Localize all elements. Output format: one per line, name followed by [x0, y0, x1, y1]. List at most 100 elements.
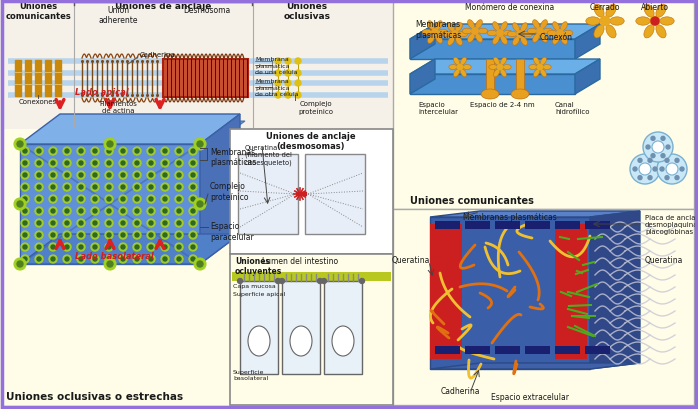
Circle shape	[14, 139, 26, 151]
Circle shape	[23, 209, 27, 213]
Circle shape	[135, 221, 139, 225]
Circle shape	[63, 220, 71, 227]
Ellipse shape	[656, 26, 666, 39]
Bar	[486, 60, 494, 95]
Circle shape	[91, 220, 99, 227]
Circle shape	[105, 148, 113, 155]
Text: Uniones
oclusivas: Uniones oclusivas	[283, 2, 330, 21]
Ellipse shape	[503, 65, 511, 70]
Circle shape	[318, 279, 322, 284]
Circle shape	[147, 148, 155, 155]
Circle shape	[175, 148, 183, 155]
Circle shape	[191, 186, 195, 189]
Circle shape	[63, 231, 71, 239]
Circle shape	[51, 221, 55, 225]
Circle shape	[51, 150, 55, 154]
Ellipse shape	[560, 22, 567, 31]
Circle shape	[665, 159, 669, 163]
Circle shape	[275, 93, 281, 99]
Circle shape	[177, 221, 181, 225]
Ellipse shape	[594, 5, 604, 18]
Ellipse shape	[468, 34, 475, 43]
Circle shape	[175, 184, 183, 191]
Circle shape	[660, 168, 664, 172]
Circle shape	[177, 245, 181, 249]
Circle shape	[661, 154, 665, 158]
Circle shape	[21, 184, 29, 191]
Text: Membranas
plasmáticas: Membranas plasmáticas	[415, 20, 461, 40]
Circle shape	[197, 142, 203, 148]
Circle shape	[161, 231, 169, 239]
Text: Queratina
(filamento del
citoesqueleto): Queratina (filamento del citoesqueleto)	[245, 145, 292, 166]
Circle shape	[149, 209, 153, 213]
Ellipse shape	[512, 38, 519, 46]
Circle shape	[497, 31, 503, 37]
Circle shape	[107, 234, 111, 237]
Ellipse shape	[636, 18, 651, 26]
Text: Membranas plasmáticas: Membranas plasmáticas	[463, 213, 557, 221]
Circle shape	[285, 81, 291, 87]
Circle shape	[121, 150, 125, 154]
Polygon shape	[410, 40, 575, 60]
Circle shape	[177, 234, 181, 237]
Circle shape	[14, 258, 26, 270]
Circle shape	[638, 159, 642, 163]
Ellipse shape	[461, 70, 466, 78]
Circle shape	[51, 234, 55, 237]
Ellipse shape	[493, 22, 499, 31]
Text: Membranas
plasmáticas: Membranas plasmáticas	[210, 148, 256, 167]
Circle shape	[197, 202, 203, 207]
Circle shape	[119, 231, 127, 239]
Bar	[465, 221, 490, 229]
Circle shape	[77, 196, 85, 204]
Circle shape	[135, 162, 139, 166]
Circle shape	[163, 234, 167, 237]
Circle shape	[79, 173, 83, 178]
Circle shape	[35, 160, 43, 168]
Circle shape	[51, 209, 55, 213]
Circle shape	[107, 257, 111, 261]
Circle shape	[49, 172, 57, 180]
Circle shape	[63, 160, 71, 168]
Bar	[4, 4, 392, 130]
Circle shape	[105, 172, 113, 180]
Circle shape	[121, 234, 125, 237]
Circle shape	[149, 186, 153, 189]
Text: Espacio
paracelular: Espacio paracelular	[210, 222, 254, 241]
Circle shape	[191, 257, 195, 261]
Circle shape	[653, 168, 657, 172]
Circle shape	[93, 150, 97, 154]
Ellipse shape	[610, 18, 624, 26]
Circle shape	[91, 255, 99, 263]
Bar	[465, 346, 490, 354]
Ellipse shape	[540, 58, 547, 65]
Circle shape	[37, 150, 41, 154]
Circle shape	[147, 243, 155, 252]
Bar	[240, 281, 278, 374]
Circle shape	[21, 207, 29, 216]
Ellipse shape	[332, 326, 354, 356]
Circle shape	[161, 160, 169, 168]
Polygon shape	[575, 60, 600, 95]
Circle shape	[191, 234, 195, 237]
Bar	[525, 346, 550, 354]
Circle shape	[133, 231, 141, 239]
Circle shape	[65, 162, 69, 166]
Circle shape	[105, 243, 113, 252]
Circle shape	[23, 173, 27, 178]
Circle shape	[133, 255, 141, 263]
Bar	[393, 209, 694, 405]
Ellipse shape	[540, 34, 547, 43]
Circle shape	[77, 220, 85, 227]
Circle shape	[279, 279, 285, 284]
Circle shape	[65, 221, 69, 225]
Circle shape	[175, 160, 183, 168]
Circle shape	[49, 243, 57, 252]
Ellipse shape	[644, 5, 654, 18]
Circle shape	[77, 207, 85, 216]
Bar	[555, 221, 580, 229]
Circle shape	[457, 65, 463, 71]
Circle shape	[189, 243, 197, 252]
Circle shape	[149, 257, 153, 261]
Ellipse shape	[468, 20, 475, 29]
